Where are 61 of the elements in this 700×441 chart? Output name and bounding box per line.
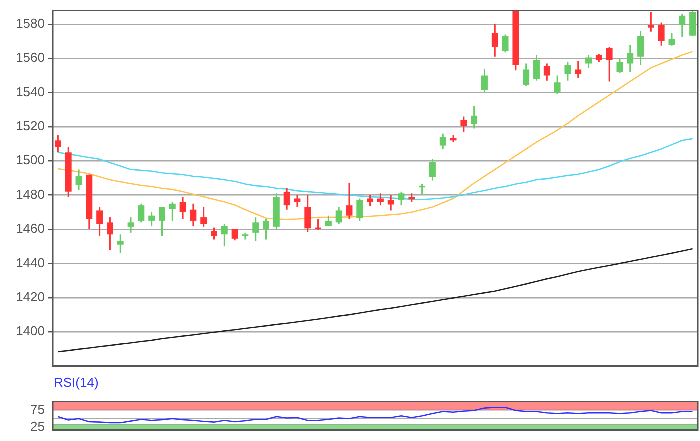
candlestick xyxy=(96,206,104,238)
y-tick-label: 75 xyxy=(30,402,45,417)
candlestick xyxy=(388,194,394,212)
y-tick-label: 1520 xyxy=(16,118,45,134)
candlestick xyxy=(440,133,446,150)
candlestick xyxy=(148,212,156,227)
y-tick-label: 1440 xyxy=(16,255,45,270)
candlestick xyxy=(356,198,364,222)
candlestick xyxy=(690,10,696,38)
candlestick xyxy=(575,60,582,80)
y-tick-label: 1560 xyxy=(16,50,45,66)
candlestick xyxy=(211,227,218,241)
y-tick-label: 1460 xyxy=(16,221,45,236)
candlestick xyxy=(638,30,644,66)
candlestick xyxy=(471,106,478,130)
candlestick xyxy=(76,168,82,191)
candlestick xyxy=(429,158,436,182)
candlestick xyxy=(544,63,550,82)
candlestick xyxy=(460,116,468,133)
candlestick xyxy=(159,206,166,238)
candlestick xyxy=(502,34,509,54)
candlestick xyxy=(336,206,342,226)
candlestick xyxy=(554,74,561,96)
chart-title: RSI(14) xyxy=(54,375,99,390)
candlestick xyxy=(658,22,665,47)
candlestick xyxy=(346,182,353,220)
candlestick xyxy=(564,61,572,82)
candlestick xyxy=(128,216,134,234)
candlestick xyxy=(221,224,228,248)
candlestick xyxy=(534,54,540,82)
candlestick xyxy=(668,32,676,47)
candlestick xyxy=(138,203,145,224)
candlestick xyxy=(252,216,260,242)
candlestick xyxy=(586,54,592,69)
candlestick xyxy=(616,58,624,74)
candlestick xyxy=(606,46,613,82)
y-tick-label: 1400 xyxy=(16,324,45,339)
candlestick xyxy=(398,191,405,206)
candlestick xyxy=(627,44,634,74)
candlestick xyxy=(679,13,686,38)
candlestick xyxy=(232,228,238,242)
candlestick xyxy=(106,216,114,251)
candlestick xyxy=(482,68,488,93)
y-tick-label: 1420 xyxy=(16,289,45,304)
candlestick xyxy=(263,218,270,241)
candlestick xyxy=(117,234,124,254)
candlestick xyxy=(523,63,530,87)
y-tick-label: 1580 xyxy=(16,16,45,32)
y-tick-label: 1480 xyxy=(16,186,45,202)
candlestick xyxy=(169,201,176,222)
y-tick-label: 1500 xyxy=(16,152,45,168)
candlestick xyxy=(54,134,62,154)
candlestick xyxy=(190,203,197,227)
candlestick xyxy=(284,188,290,211)
candlestick xyxy=(180,196,186,220)
y-tick-label: 1540 xyxy=(16,84,45,100)
y-tick-label: 25 xyxy=(30,419,45,434)
candlestick xyxy=(648,12,654,33)
candlestick xyxy=(200,206,208,228)
candlestick xyxy=(492,24,498,58)
candlestick xyxy=(304,194,312,233)
